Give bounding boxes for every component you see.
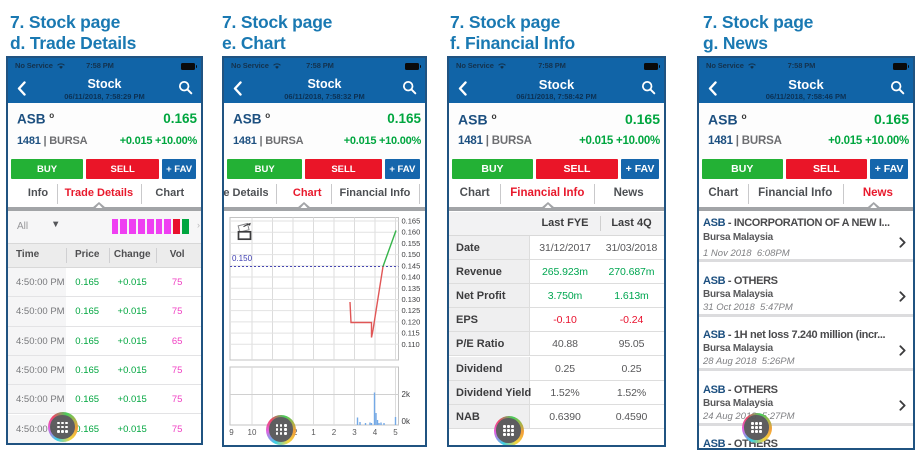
- svg-text:4: 4: [373, 428, 378, 437]
- svg-text:0.120: 0.120: [402, 317, 421, 326]
- svg-text:0k: 0k: [402, 417, 411, 426]
- svg-text:0.130: 0.130: [402, 294, 421, 303]
- svg-text:0.160: 0.160: [402, 227, 421, 236]
- svg-text:10: 10: [248, 428, 257, 437]
- svg-text:0.115: 0.115: [402, 328, 420, 337]
- svg-text:9: 9: [229, 428, 234, 437]
- svg-text:0.150: 0.150: [402, 250, 421, 259]
- svg-text:0.140: 0.140: [402, 272, 421, 281]
- svg-text:5: 5: [393, 428, 398, 437]
- svg-text:3: 3: [352, 428, 357, 437]
- svg-text:2: 2: [332, 428, 337, 437]
- svg-text:0.145: 0.145: [402, 261, 421, 270]
- svg-text:1: 1: [311, 428, 316, 437]
- svg-text:0.155: 0.155: [402, 238, 421, 247]
- svg-text:0.150: 0.150: [232, 254, 253, 263]
- svg-text:0.165: 0.165: [402, 216, 421, 225]
- svg-text:0.110: 0.110: [402, 339, 420, 348]
- svg-text:0.125: 0.125: [402, 306, 421, 315]
- svg-text:2k: 2k: [402, 390, 411, 399]
- svg-text:0.135: 0.135: [402, 283, 421, 292]
